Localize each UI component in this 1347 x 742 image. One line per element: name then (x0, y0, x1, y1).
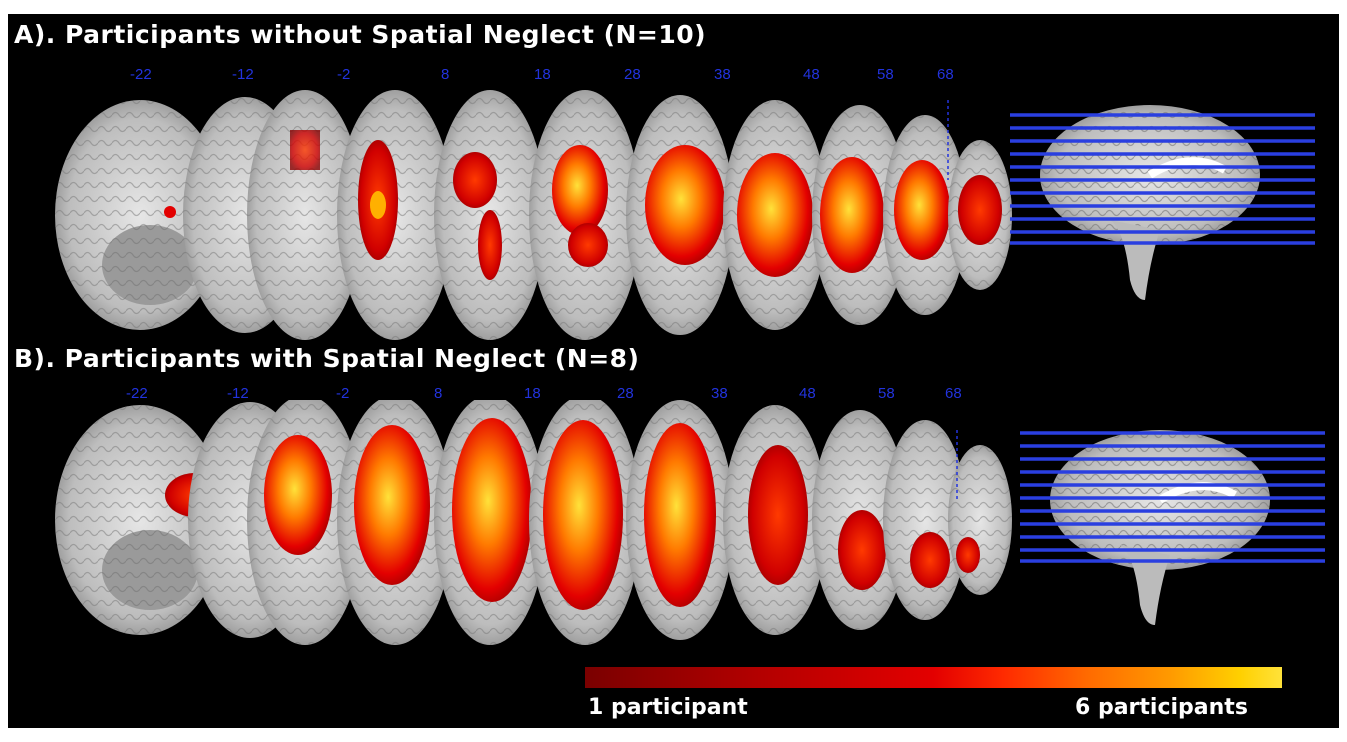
axial-brain-slice-icon (626, 400, 734, 640)
axial-brain-slice-icon (529, 90, 641, 340)
slice-label: -22 (130, 66, 152, 83)
axial-brain-slice-icon (434, 90, 546, 340)
slice-label: 18 (534, 66, 551, 83)
slice-label: 28 (617, 385, 634, 402)
axial-brain-slice-icon (529, 400, 641, 645)
sagittal-brain-icon (1020, 430, 1325, 625)
colorbar-min-label: 1 participant (588, 695, 748, 720)
slice-label: -12 (227, 385, 249, 402)
slice-label: 58 (877, 66, 894, 83)
slice-label: 28 (624, 66, 641, 83)
axial-brain-slice-icon (812, 105, 908, 325)
slice-label: 8 (441, 66, 450, 83)
slice-label: 48 (799, 385, 816, 402)
slice-label: -12 (232, 66, 254, 83)
axial-brain-slice-icon (723, 100, 827, 330)
sagittal-brain-icon (1010, 105, 1315, 300)
top-border (0, 0, 1347, 14)
left-border (0, 0, 8, 742)
slice-label: 68 (945, 385, 962, 402)
slice-label: -22 (126, 385, 148, 402)
slice-label: 18 (524, 385, 541, 402)
slice-label: 68 (937, 66, 954, 83)
axial-brain-slice-icon (883, 420, 967, 620)
panel-a-title: A). Participants without Spatial Neglect… (14, 20, 707, 49)
slice-label: 38 (714, 66, 731, 83)
axial-brain-slice-icon (337, 400, 453, 645)
axial-brain-slice-icon (55, 405, 225, 635)
axial-brain-slice-icon (723, 405, 827, 635)
slice-label: 58 (878, 385, 895, 402)
axial-brain-slice-icon (247, 400, 363, 645)
slice-label: 38 (711, 385, 728, 402)
axial-brain-slice-icon (55, 100, 225, 330)
panel-b-title: B). Participants with Spatial Neglect (N… (14, 344, 640, 373)
slice-label: 8 (434, 385, 443, 402)
axial-brain-slice-icon (337, 90, 453, 340)
axial-brain-slice-icon (247, 90, 363, 340)
axial-brain-slice-icon (434, 400, 546, 645)
slice-label: 48 (803, 66, 820, 83)
bottom-border (0, 728, 1347, 742)
slice-label: -2 (337, 66, 351, 83)
axial-brain-slice-icon (812, 410, 908, 630)
axial-brain-slice-icon (948, 140, 1012, 290)
axial-brain-slice-icon (626, 95, 734, 335)
panel-a-brain-slices (55, 90, 1315, 340)
axial-brain-slice-icon (883, 115, 967, 315)
slice-label: -2 (336, 385, 350, 402)
axial-brain-slice-icon (948, 445, 1012, 595)
colorbar (585, 667, 1282, 688)
panel-b-brain-slices (55, 400, 1325, 645)
colorbar-max-label: 6 participants (1075, 695, 1248, 720)
right-border (1339, 0, 1347, 742)
